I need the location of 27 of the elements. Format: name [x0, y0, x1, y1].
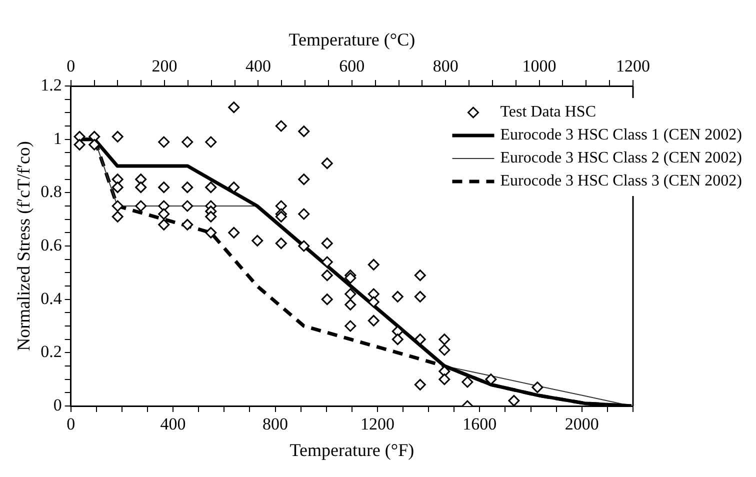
- y-tick-label: 0: [53, 395, 62, 414]
- legend-label: Eurocode 3 HSC Class 2 (CEN 2002): [500, 150, 742, 167]
- x-axis-title: Temperature (°F): [290, 440, 414, 460]
- x2-tick-label: 1200: [616, 56, 650, 76]
- x-tick-label: 0: [66, 414, 76, 434]
- x-tick-label: 1600: [462, 414, 497, 434]
- x2-tick-label: 1000: [522, 56, 556, 76]
- x2-tick-label: 200: [152, 56, 178, 76]
- y-tick-label: 1: [53, 128, 62, 148]
- x-tick-label: 400: [160, 414, 186, 434]
- y-tick-label: 0.6: [40, 235, 62, 254]
- x2-axis-title: Temperature (°C): [288, 30, 416, 50]
- legend-label: Eurocode 3 HSC Class 3 (CEN 2002): [500, 172, 742, 190]
- y-axis-title: Normalized Stress (f′cT/f′co): [14, 141, 34, 351]
- x2-tick-label: 600: [339, 56, 365, 76]
- y-tick-label: 0.8: [40, 182, 62, 202]
- x-tick-label: 2000: [564, 414, 599, 434]
- x2-tick-label: 800: [432, 56, 458, 76]
- y-tick-label: 0.2: [40, 342, 62, 362]
- x-tick-label: 1200: [360, 414, 394, 434]
- y-tick-label: 0.4: [40, 288, 62, 308]
- x2-tick-label: 400: [245, 56, 271, 76]
- x-tick-label: 800: [262, 414, 288, 434]
- x2-tick-label: 0: [66, 56, 76, 76]
- legend-label: Eurocode 3 HSC Class 1 (CEN 2002): [500, 126, 742, 144]
- legend-label: Test Data HSC: [500, 104, 596, 121]
- y-tick-label: 1.2: [40, 75, 62, 94]
